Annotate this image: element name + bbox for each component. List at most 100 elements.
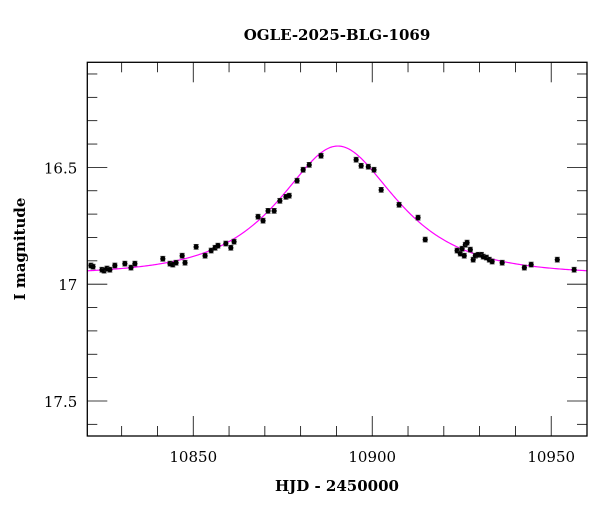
x-tick-labels: 10850 10900 10950: [169, 448, 575, 466]
data-point: [422, 236, 428, 243]
data-point: [571, 266, 577, 273]
data-point: [173, 259, 179, 266]
data-point: [271, 208, 277, 214]
data-point: [415, 214, 421, 221]
data-point: [255, 213, 261, 220]
data-point: [318, 152, 324, 159]
plot-area: [87, 145, 588, 274]
point-marker: [202, 253, 208, 259]
data-point: [208, 247, 214, 254]
point-marker: [396, 202, 402, 208]
point-marker: [128, 265, 134, 271]
point-marker: [489, 258, 495, 265]
point-marker: [223, 240, 229, 247]
data-point: [231, 238, 237, 245]
data-point: [554, 256, 560, 263]
data-point: [107, 266, 113, 273]
y-tick-label: 17.5: [44, 393, 77, 411]
data-point: [90, 263, 96, 270]
axis-ticks: [86, 61, 588, 437]
data-point: [461, 252, 467, 259]
point-marker: [294, 178, 300, 184]
y-axis-title: I magnitude: [11, 198, 29, 301]
point-marker: [231, 239, 237, 245]
chart-title: OGLE-2025-BLG-1069: [244, 26, 431, 44]
point-marker: [193, 244, 199, 250]
point-marker: [255, 214, 261, 220]
data-point: [521, 264, 527, 271]
data-point: [294, 177, 300, 184]
data-point: [300, 166, 306, 173]
point-marker: [265, 208, 271, 214]
point-marker: [228, 245, 234, 251]
point-marker: [107, 267, 113, 273]
data-point: [202, 252, 208, 259]
model-curve: [87, 145, 588, 272]
point-marker: [179, 253, 185, 259]
y-tick-label: 17: [58, 276, 77, 294]
point-marker: [415, 215, 421, 221]
x-tick-label: 10950: [527, 448, 575, 466]
point-marker: [358, 163, 364, 169]
point-marker: [112, 262, 118, 269]
point-marker: [271, 208, 277, 214]
x-axis-title: HJD - 2450000: [275, 477, 399, 495]
point-marker: [422, 236, 428, 243]
point-marker: [208, 247, 214, 254]
point-marker: [173, 260, 179, 266]
point-marker: [160, 256, 166, 262]
x-tick-label: 10850: [169, 448, 217, 466]
point-marker: [378, 187, 384, 193]
point-marker: [182, 260, 188, 266]
point-marker: [571, 267, 577, 273]
data-point: [365, 163, 371, 170]
point-marker: [365, 164, 371, 170]
plot-frame: [86, 61, 588, 437]
data-point: [358, 162, 364, 169]
point-marker: [457, 250, 463, 257]
data-point: [122, 260, 128, 267]
data-point: [228, 244, 234, 251]
point-marker: [528, 261, 534, 268]
data-point: [467, 246, 473, 253]
point-marker: [371, 167, 377, 173]
point-marker: [461, 253, 467, 259]
data-point: [353, 156, 359, 163]
data-point: [128, 264, 134, 271]
data-point: [132, 260, 138, 267]
data-point: [277, 197, 283, 204]
point-marker: [521, 265, 527, 271]
data-point: [215, 242, 221, 249]
point-marker: [467, 247, 473, 253]
point-marker: [306, 162, 312, 168]
data-point: [464, 239, 470, 246]
point-marker: [277, 198, 283, 204]
data-point: [286, 192, 292, 199]
point-marker: [554, 257, 560, 263]
point-marker: [122, 261, 128, 267]
data-point: [112, 262, 118, 269]
point-marker: [132, 261, 138, 267]
data-point: [260, 217, 266, 224]
data-point: [193, 243, 199, 250]
point-marker: [260, 218, 266, 224]
data-point: [396, 201, 402, 208]
data-point: [223, 240, 229, 247]
point-marker: [90, 264, 96, 270]
data-point: [528, 261, 534, 268]
data-point: [265, 208, 271, 214]
point-marker: [300, 167, 306, 173]
data-point: [371, 166, 377, 173]
data-point: [306, 161, 312, 168]
point-marker: [353, 157, 359, 163]
point-marker: [464, 240, 470, 246]
x-tick-label: 10900: [348, 448, 396, 466]
data-point: [489, 258, 495, 265]
data-point: [378, 186, 384, 193]
data-point: [160, 255, 166, 262]
y-tick-labels: 16.5 17 17.5: [44, 159, 77, 411]
y-tick-label: 16.5: [44, 159, 77, 177]
point-marker: [286, 193, 292, 199]
point-marker: [499, 260, 505, 266]
